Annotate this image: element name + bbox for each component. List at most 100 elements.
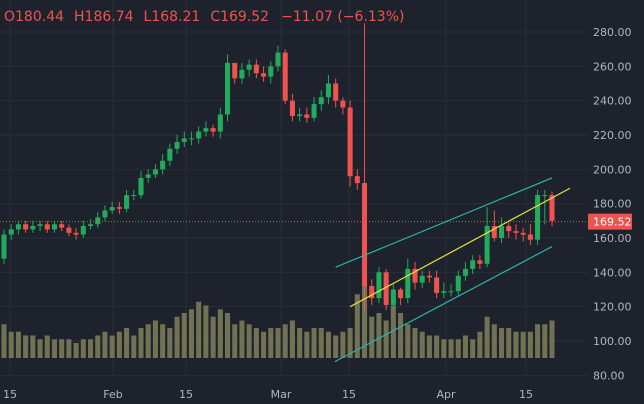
candle-body <box>167 148 173 161</box>
candle-body <box>51 224 57 230</box>
candle-body <box>160 160 166 170</box>
volume-bar <box>390 305 396 358</box>
volume-bar <box>217 309 223 358</box>
channel-lower-line[interactable] <box>334 246 553 363</box>
volume-bar <box>73 343 79 358</box>
candle-body <box>102 210 108 218</box>
time-axis-label: Feb <box>103 388 122 401</box>
time-axis-label: 15 <box>519 388 533 401</box>
candle-body <box>239 69 245 79</box>
volume-bar <box>462 335 468 358</box>
volume-bar <box>455 339 461 358</box>
volume-bar <box>109 335 115 358</box>
price-axis-label: 120.00 <box>593 301 632 314</box>
candle-body <box>535 195 541 240</box>
volume-bar <box>506 328 512 358</box>
volume-bar <box>246 324 252 358</box>
candle-body <box>484 225 490 264</box>
volume-bar <box>412 328 418 358</box>
candle-body <box>152 169 158 175</box>
volume-bar <box>535 324 541 358</box>
volume-bar <box>542 324 548 358</box>
candle-body <box>88 224 94 226</box>
volume-bar <box>333 335 339 358</box>
trend-line[interactable] <box>349 187 571 308</box>
price-axis-label: 100.00 <box>593 335 632 348</box>
price-axis-label: 160.00 <box>593 232 632 245</box>
volume-bar <box>232 324 238 358</box>
candle-body <box>44 224 50 230</box>
volume-bar <box>282 324 288 358</box>
candle-body <box>325 83 331 98</box>
volume-bar <box>304 331 310 358</box>
volume-bar <box>152 320 158 358</box>
candle-body <box>549 195 555 221</box>
price-axis-label: 140.00 <box>593 266 632 279</box>
candle-body <box>333 83 339 101</box>
volume-bar <box>95 335 101 358</box>
volume-bar <box>369 316 375 358</box>
high-value: H186.74 <box>74 9 134 25</box>
candle-body <box>253 64 259 74</box>
channel-upper-line[interactable] <box>335 177 553 268</box>
candle-body <box>8 229 14 235</box>
volume-bar <box>124 328 130 358</box>
candle-body <box>369 286 375 299</box>
candle-body <box>261 73 267 77</box>
candle-body <box>23 224 29 230</box>
volume-bar <box>102 331 108 358</box>
candle-body <box>398 289 404 299</box>
candle-body <box>318 97 324 105</box>
volume-bar <box>138 328 144 358</box>
candle-body <box>390 289 396 305</box>
candle-body <box>412 268 418 283</box>
volume-bar <box>354 294 360 358</box>
volume-bar <box>499 328 505 358</box>
candle-body <box>419 275 425 283</box>
candle-body <box>542 195 548 197</box>
candle-body <box>448 291 454 293</box>
candle-body <box>188 138 194 140</box>
volume-bar <box>405 324 411 358</box>
volume-bar <box>434 335 440 358</box>
candle-body <box>275 52 281 67</box>
volume-bar <box>261 331 267 358</box>
volume-bar <box>362 283 368 358</box>
candle-body <box>268 66 274 77</box>
candle-body <box>462 268 468 276</box>
volume-bar <box>174 316 180 358</box>
volume-bar <box>131 335 137 358</box>
candle-body <box>138 177 144 196</box>
open-value: O180.44 <box>4 9 65 25</box>
volume-bar <box>520 331 526 358</box>
volume-bar <box>116 331 122 358</box>
volume-bar <box>448 339 454 358</box>
volume-bar <box>253 328 259 358</box>
last-price-label: 169.52 <box>593 216 632 229</box>
candle-body <box>354 176 360 184</box>
candle-body <box>131 195 137 197</box>
price-axis-label: 200.00 <box>593 163 632 176</box>
candle-body <box>59 224 65 228</box>
candle-body <box>15 224 21 230</box>
change-value: −11.07 (−6.13%) <box>281 9 405 25</box>
volume-bar <box>484 316 490 358</box>
candle-body <box>30 225 36 230</box>
candle-body <box>304 114 310 118</box>
candle-body <box>470 260 476 269</box>
volume-bar <box>88 339 94 358</box>
candle-body <box>376 272 382 299</box>
volume-bar <box>426 335 432 358</box>
volume-bar <box>549 320 555 358</box>
candle-body <box>499 225 505 238</box>
volume-bar <box>51 339 57 358</box>
candle-body <box>80 225 86 235</box>
candle-body <box>225 62 231 115</box>
volume-bar <box>30 335 36 358</box>
close-value: C169.52 <box>210 9 270 25</box>
candle-body <box>210 128 216 132</box>
volume-bar <box>325 331 331 358</box>
volume-bar <box>491 324 497 358</box>
